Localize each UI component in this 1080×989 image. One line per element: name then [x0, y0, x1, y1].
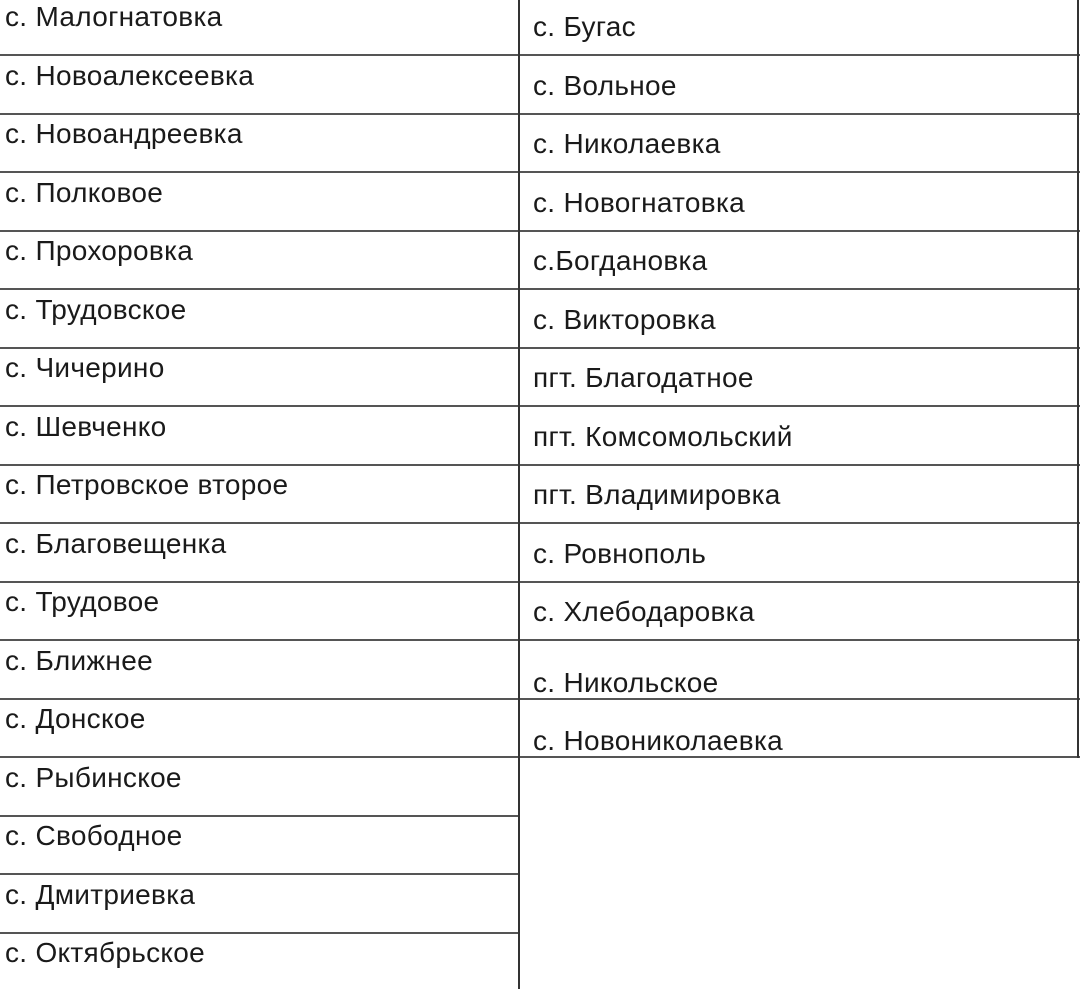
- left-cell: с. Трудовское: [5, 294, 187, 325]
- row-divider: [0, 639, 520, 641]
- left-cell: с. Петровское второе: [5, 469, 289, 500]
- left-cell: с. Чичерино: [5, 352, 165, 383]
- right-cell: с. Вольное: [533, 70, 677, 101]
- left-cell: с. Трудовое: [5, 586, 160, 617]
- row-divider: [519, 230, 1080, 232]
- left-cell: с. Октябрьское: [5, 937, 205, 968]
- left-cell: с. Малогнатовка: [5, 1, 223, 32]
- row-divider: [0, 230, 520, 232]
- row-divider: [0, 288, 520, 290]
- right-cell: с. Никольское: [533, 667, 719, 698]
- row-divider: [0, 347, 520, 349]
- row-divider: [519, 288, 1080, 290]
- left-cell: с. Полковое: [5, 177, 164, 208]
- row-divider: [519, 347, 1080, 349]
- right-cell: с. Викторовка: [533, 304, 716, 335]
- left-cell: с. Дмитриевка: [5, 879, 196, 910]
- row-divider: [519, 698, 1080, 700]
- left-cell: с. Шевченко: [5, 411, 167, 442]
- row-divider: [0, 756, 520, 758]
- right-cell: с. Николаевка: [533, 128, 721, 159]
- row-divider: [519, 522, 1080, 524]
- row-divider: [0, 873, 520, 875]
- right-cell: пгт. Благодатное: [533, 362, 754, 393]
- right-cell: с.Богдановка: [533, 245, 708, 276]
- row-divider: [519, 756, 1080, 758]
- row-divider: [519, 113, 1080, 115]
- right-cell: с. Новониколаевка: [533, 725, 784, 756]
- row-divider: [0, 815, 520, 817]
- row-divider: [0, 113, 520, 115]
- left-cell: с. Рыбинское: [5, 762, 182, 793]
- row-divider: [0, 522, 520, 524]
- column-divider: [518, 0, 520, 989]
- left-cell: с. Свободное: [5, 820, 183, 851]
- row-divider: [519, 405, 1080, 407]
- row-divider: [519, 54, 1080, 56]
- right-cell: с. Хлебодаровка: [533, 596, 755, 627]
- row-divider: [0, 54, 520, 56]
- row-divider: [0, 405, 520, 407]
- left-cell: с. Благовещенка: [5, 528, 227, 559]
- left-cell: с. Донское: [5, 703, 146, 734]
- left-cell: с. Ближнее: [5, 645, 153, 676]
- left-cell: с. Новоалексеевка: [5, 60, 255, 91]
- left-cell: с. Прохоровка: [5, 235, 194, 266]
- left-cell: с. Новоандреевка: [5, 118, 243, 149]
- row-divider: [0, 932, 520, 934]
- row-divider: [0, 581, 520, 583]
- row-divider: [0, 171, 520, 173]
- right-cell: пгт. Комсомольский: [533, 421, 793, 452]
- row-divider: [519, 464, 1080, 466]
- row-divider: [519, 581, 1080, 583]
- row-divider: [519, 639, 1080, 641]
- right-cell: с. Бугас: [533, 11, 636, 42]
- row-divider: [519, 171, 1080, 173]
- right-cell: с. Ровнополь: [533, 538, 707, 569]
- table-right-border: [1077, 0, 1079, 758]
- row-divider: [0, 464, 520, 466]
- right-cell: пгт. Владимировка: [533, 479, 781, 510]
- right-cell: с. Новогнатовка: [533, 187, 746, 218]
- row-divider: [0, 698, 520, 700]
